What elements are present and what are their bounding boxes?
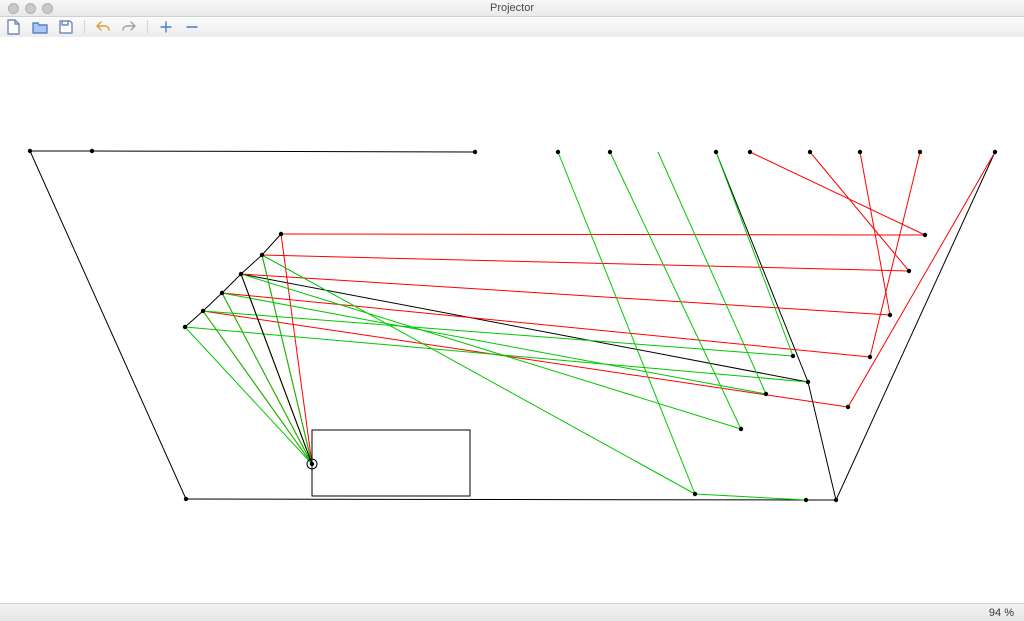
- diagram-node[interactable]: [260, 253, 264, 257]
- open-file-icon[interactable]: [32, 19, 48, 35]
- diagram-node[interactable]: [806, 380, 810, 384]
- diagram-edge: [610, 152, 741, 429]
- diagram-node[interactable]: [918, 150, 922, 154]
- diagram-node[interactable]: [791, 354, 795, 358]
- diagram-edge: [848, 152, 995, 407]
- diagram-node[interactable]: [868, 355, 872, 359]
- diagram-edge: [203, 293, 222, 311]
- diagram-node[interactable]: [310, 462, 314, 466]
- diagram-edge: [30, 151, 186, 499]
- diagram-edge: [750, 152, 925, 235]
- diagram-edge: [810, 152, 909, 271]
- window-title: Projector: [0, 2, 1024, 14]
- diagram-node[interactable]: [556, 150, 560, 154]
- diagram-edge: [281, 234, 925, 235]
- diagram-node[interactable]: [739, 427, 743, 431]
- diagram-node[interactable]: [220, 291, 224, 295]
- zoom-out-icon[interactable]: [184, 19, 200, 35]
- diagram-edge: [241, 274, 312, 464]
- toolbar: [0, 17, 1024, 38]
- diagram-node[interactable]: [888, 313, 892, 317]
- diagram-node[interactable]: [714, 150, 718, 154]
- diagram-node[interactable]: [764, 392, 768, 396]
- status-bar: 94 %: [0, 603, 1024, 621]
- diagram-edge: [186, 499, 806, 500]
- toolbar-separator: [84, 20, 85, 34]
- diagram-node[interactable]: [804, 498, 808, 502]
- traffic-lights: [0, 3, 53, 14]
- diagram-node[interactable]: [239, 272, 243, 276]
- diagram-node[interactable]: [201, 309, 205, 313]
- diagram-edge: [185, 327, 312, 464]
- diagram-node[interactable]: [858, 150, 862, 154]
- diagram-node[interactable]: [923, 233, 927, 237]
- diagram-edge: [262, 234, 281, 255]
- diagram-edge: [241, 255, 262, 274]
- undo-icon[interactable]: [95, 19, 111, 35]
- diagram-node[interactable]: [808, 150, 812, 154]
- diagram-node[interactable]: [693, 492, 697, 496]
- minimize-icon[interactable]: [25, 3, 36, 14]
- diagram-edge: [203, 311, 793, 356]
- diagram-edge: [808, 382, 836, 500]
- new-file-icon[interactable]: [6, 19, 22, 35]
- diagram-edge: [92, 151, 475, 152]
- window-titlebar: Projector: [0, 0, 1024, 17]
- diagram-edge: [203, 311, 848, 407]
- diagram-edge: [262, 255, 909, 271]
- diagram-node[interactable]: [834, 498, 838, 502]
- diagram-edge: [716, 152, 793, 356]
- diagram-edge: [241, 274, 741, 429]
- save-file-icon[interactable]: [58, 19, 74, 35]
- diagram-node[interactable]: [608, 150, 612, 154]
- diagram-edge: [658, 152, 766, 394]
- diagram-edge: [185, 311, 203, 327]
- diagram-node[interactable]: [473, 150, 477, 154]
- diagram-edge: [203, 311, 312, 464]
- close-icon[interactable]: [8, 3, 19, 14]
- diagram-edge: [860, 152, 890, 315]
- diagram-edge: [695, 494, 806, 500]
- diagram-edge: [222, 274, 241, 293]
- diagram-node[interactable]: [183, 325, 187, 329]
- diagram-node[interactable]: [993, 150, 997, 154]
- diagram-node[interactable]: [907, 269, 911, 273]
- diagram-node[interactable]: [90, 149, 94, 153]
- toolbar-separator: [147, 20, 148, 34]
- zoom-window-icon[interactable]: [42, 3, 53, 14]
- diagram-node[interactable]: [279, 232, 283, 236]
- diagram-node[interactable]: [184, 497, 188, 501]
- redo-icon[interactable]: [121, 19, 137, 35]
- diagram-rect[interactable]: [312, 430, 470, 496]
- zoom-level: 94 %: [989, 607, 1014, 619]
- diagram-edge: [558, 152, 695, 494]
- diagram-node[interactable]: [28, 149, 32, 153]
- diagram-node[interactable]: [748, 150, 752, 154]
- diagram-canvas[interactable]: [0, 37, 1024, 604]
- diagram-edge: [241, 274, 890, 315]
- zoom-in-icon[interactable]: [158, 19, 174, 35]
- diagram-node[interactable]: [846, 405, 850, 409]
